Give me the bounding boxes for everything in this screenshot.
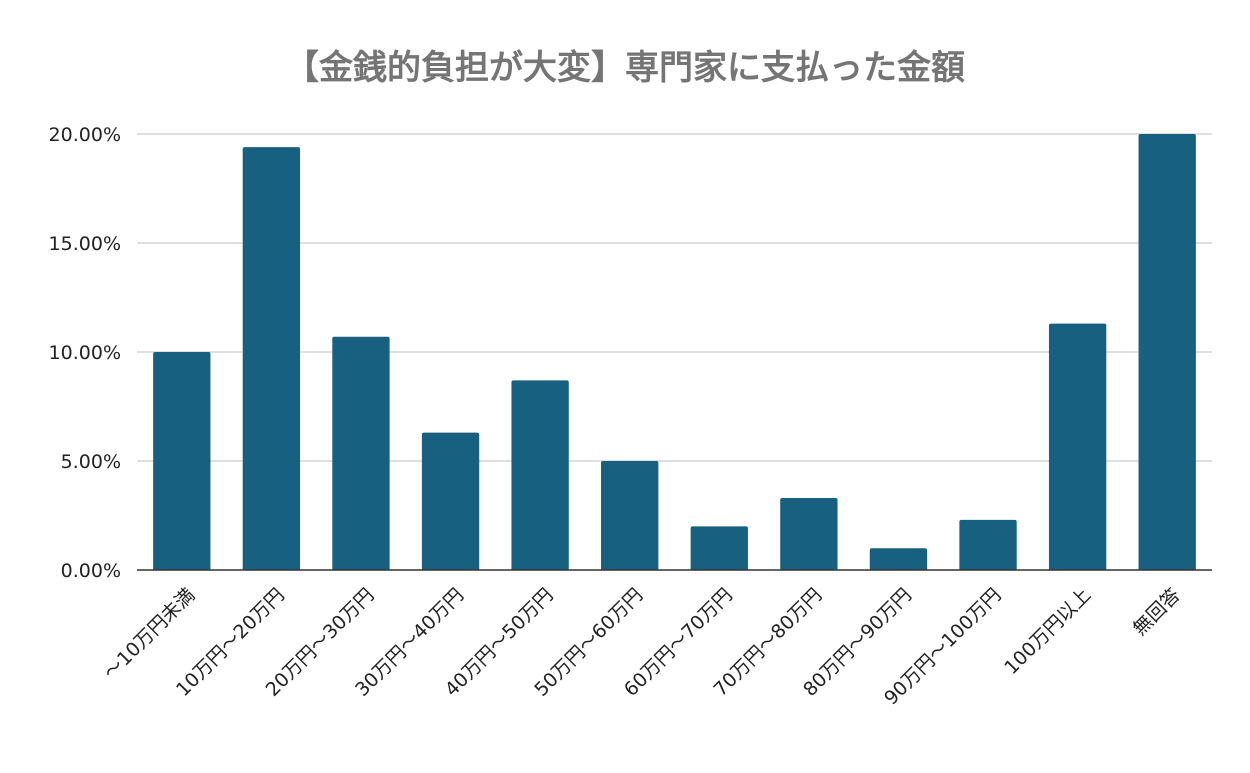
y-tick-label: 10.00% [49, 342, 121, 364]
bar [780, 498, 838, 570]
y-tick-label: 20.00% [49, 124, 121, 146]
chart-title: 【金銭的負担が大変】専門家に支払った金額 [285, 48, 965, 88]
bar [959, 519, 1017, 570]
bar [1048, 323, 1107, 570]
x-tick-labels: 〜10万円未満10万円〜20万円20万円〜30万円30万円〜40万円40万円〜5… [99, 584, 1184, 709]
x-tick-label: 100万円以上 [1000, 584, 1095, 679]
bar [242, 147, 301, 570]
bar [332, 336, 390, 570]
bar [601, 461, 659, 570]
bar [153, 352, 211, 570]
x-tick-label: 〜10万円未満 [99, 584, 199, 684]
bar [1138, 134, 1196, 570]
bar [690, 526, 748, 570]
gridlines [137, 133, 1212, 462]
y-tick-label: 5.00% [61, 451, 121, 473]
y-tick-label: 0.00% [61, 560, 121, 582]
bars [153, 134, 1196, 570]
y-tick-label: 15.00% [49, 233, 121, 255]
x-tick-label: 無回答 [1129, 584, 1185, 640]
bar [511, 380, 569, 570]
bar [421, 432, 480, 570]
y-tick-labels: 0.00% 5.00% 10.00% 15.00% 20.00% [49, 124, 121, 582]
bar [869, 548, 928, 570]
